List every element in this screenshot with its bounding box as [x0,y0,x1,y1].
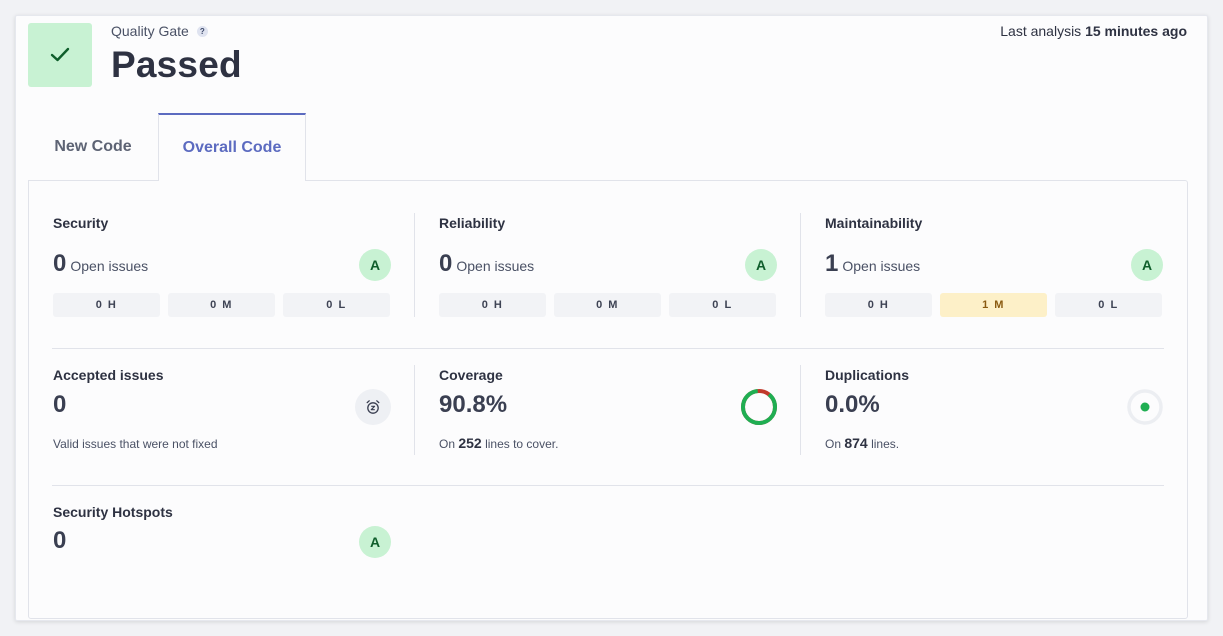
column-divider [414,365,415,455]
security-chip-high[interactable]: 0 H [53,293,160,317]
row-divider [52,485,1164,486]
reliability-title: Reliability [439,215,505,233]
security-count[interactable]: 0 [53,250,67,277]
coverage-sub-prefix: On [439,437,456,451]
tab-overall-code[interactable]: Overall Code [158,113,306,181]
reliability-chip-medium[interactable]: 0 M [554,293,661,317]
hotspots-title: Security Hotspots [53,504,173,522]
quality-gate-label: Quality Gate [111,23,189,39]
last-analysis: Last analysis 15 minutes ago [1000,23,1187,39]
maintainability-chip-high[interactable]: 0 H [825,293,932,317]
accepted-icon-badge [355,389,391,425]
duplications-title: Duplications [825,367,909,385]
last-analysis-value: 15 minutes ago [1085,23,1187,39]
help-icon[interactable]: ? [196,25,208,37]
maintainability-chip-low[interactable]: 0 L [1055,293,1162,317]
accepted-value[interactable]: 0 [53,391,67,418]
measures-panel: Security 0 Open issues A 0 H 0 M 0 L Rel… [28,180,1188,619]
maintainability-count[interactable]: 1 [825,250,839,277]
hotspots-value[interactable]: 0 [53,527,67,554]
duplications-title-text: Duplications [825,367,910,383]
column-divider [414,213,415,317]
security-severity-chips: 0 H 0 M 0 L [53,293,390,317]
reliability-title-text: Reliability [439,215,506,231]
reliability-chip-high[interactable]: 0 H [439,293,546,317]
coverage-donut[interactable] [739,387,779,427]
hotspots-rating-badge[interactable]: A [359,526,391,558]
last-analysis-prefix: Last analysis [1000,23,1082,39]
maintainability-title-text: Maintainability [825,215,923,231]
quality-gate-status: Passed [111,44,242,85]
column-divider [800,213,801,317]
maintainability-open-label: Open issues [842,258,921,274]
hotspots-title-text: Security Hotspots [53,504,173,520]
reliability-chip-low[interactable]: 0 L [669,293,776,317]
duplications-sub-prefix: On [825,437,842,451]
duplications-indicator[interactable] [1125,387,1165,427]
column-divider [800,365,801,455]
accepted-description: Valid issues that were not fixed [53,437,218,451]
duplications-lines-link[interactable]: 874 [844,435,868,451]
duplications-sub: On 874 lines. [825,435,899,451]
security-chip-low[interactable]: 0 L [283,293,390,317]
maintainability-open-issues[interactable]: 1 Open issues [825,250,920,278]
maintainability-rating-badge[interactable]: A [1131,249,1163,281]
quality-gate-card: Quality Gate ? Passed Last analysis 15 m… [15,15,1208,621]
coverage-value[interactable]: 90.8% [439,391,508,418]
reliability-rating-badge[interactable]: A [745,249,777,281]
duplications-sub-suffix: lines. [871,437,900,451]
accepted-title-text: Accepted issues [53,367,164,383]
accepted-title: Accepted issues [53,367,164,385]
reliability-open-issues[interactable]: 0 Open issues [439,250,534,278]
maintainability-title: Maintainability [825,215,922,233]
coverage-title: Coverage [439,367,503,385]
maintainability-severity-chips: 0 H 1 M 0 L [825,293,1162,317]
row-divider [52,348,1164,349]
reliability-open-label: Open issues [456,258,535,274]
coverage-donut-covered [741,389,777,425]
duplications-value[interactable]: 0.0% [825,391,880,418]
quality-gate-label-row: Quality Gate ? [111,23,208,39]
security-open-issues[interactable]: 0 Open issues [53,250,148,278]
security-title: Security [53,215,108,233]
alarm-clock-icon [366,400,380,414]
coverage-sub: On 252 lines to cover. [439,435,558,451]
reliability-severity-chips: 0 H 0 M 0 L [439,293,776,317]
security-open-label: Open issues [70,258,149,274]
coverage-lines-link[interactable]: 252 [458,435,482,451]
security-chip-medium[interactable]: 0 M [168,293,275,317]
check-icon [50,47,70,62]
security-rating-badge[interactable]: A [359,249,391,281]
quality-gate-status-box [28,23,92,87]
security-title-text: Security [53,215,109,231]
reliability-count[interactable]: 0 [439,250,453,277]
tab-new-code[interactable]: New Code [54,138,132,155]
coverage-sub-suffix: lines to cover. [485,437,559,451]
coverage-title-text: Coverage [439,367,503,383]
maintainability-chip-medium[interactable]: 1 M [940,293,1047,317]
